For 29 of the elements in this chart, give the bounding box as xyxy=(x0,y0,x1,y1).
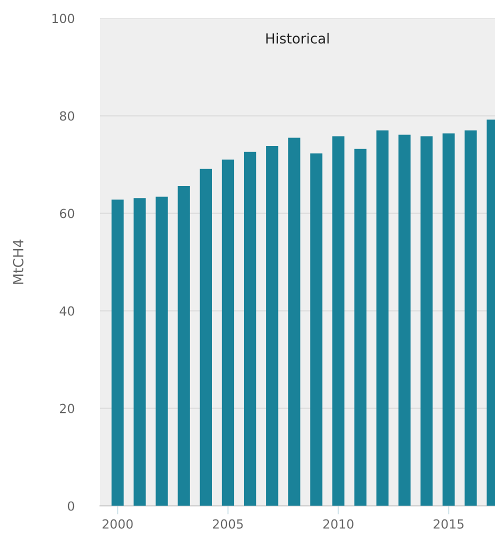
bar xyxy=(222,160,234,506)
x-tick-label: 2015 xyxy=(434,519,464,529)
y-tick-label: 80 xyxy=(60,111,74,121)
bar xyxy=(420,136,433,506)
y-axis-title: MtCH4 xyxy=(12,240,24,284)
y-tick-label: 20 xyxy=(60,404,74,414)
bar xyxy=(376,130,389,506)
bar xyxy=(310,153,322,506)
bar xyxy=(398,134,411,506)
y-tick-label: 0 xyxy=(68,501,74,511)
bar xyxy=(112,200,124,506)
bar xyxy=(442,133,455,506)
bar xyxy=(156,196,168,506)
y-tick-label: 40 xyxy=(60,306,74,316)
bar xyxy=(134,198,146,506)
y-tick-label: 60 xyxy=(60,208,74,218)
bar xyxy=(332,136,344,506)
x-tick-label: 2005 xyxy=(212,519,243,529)
bar xyxy=(288,138,300,506)
band-label: Historical xyxy=(266,32,329,44)
bar xyxy=(464,130,477,506)
bar xyxy=(266,146,278,506)
bar xyxy=(244,152,256,506)
x-tick-label: 2000 xyxy=(102,519,133,529)
y-tick-label: 100 xyxy=(52,14,74,24)
bar xyxy=(178,186,190,506)
bar xyxy=(200,168,212,506)
bar xyxy=(354,148,366,506)
x-tick-label: 2010 xyxy=(323,519,354,529)
